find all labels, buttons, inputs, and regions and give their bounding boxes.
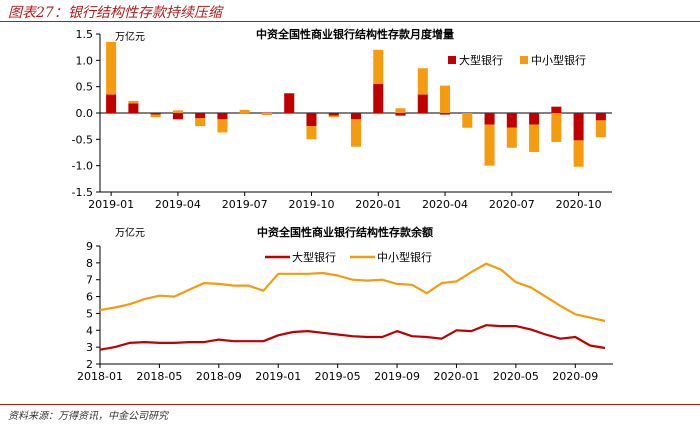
- chart1-x-tick-label: 2019-07: [222, 198, 268, 210]
- bar-small-mid-bank-2020-04: [440, 85, 451, 113]
- bar-large-bank-2019-04: [172, 113, 183, 120]
- source-rule: [0, 404, 700, 405]
- bar-large-bank-2020-11: [595, 113, 606, 121]
- chart1-y-tick-label: 0.5: [76, 81, 94, 94]
- bar-small-mid-bank-2019-08: [261, 113, 272, 116]
- line-small-mid-bank: [99, 262, 606, 323]
- chart1-x-tick-label: 2020-01: [355, 198, 401, 210]
- bar-large-bank-2019-06: [217, 113, 228, 120]
- bar-small-mid-bank-2019-02: [128, 100, 139, 104]
- chart1-ylabel: 万亿元: [115, 30, 145, 43]
- legend-label-small-mid-bank-2: 中小型银行: [377, 250, 432, 264]
- bar-small-mid-bank-2019-01: [106, 41, 117, 95]
- bar-large-bank-2019-08: [261, 112, 272, 113]
- legend-swatch-small-mid-bank: [520, 56, 528, 64]
- bar-large-bank-2020-09: [551, 106, 562, 113]
- bar-small-mid-bank-2019-07: [239, 109, 250, 113]
- bar-small-mid-bank-2020-08: [529, 124, 540, 152]
- chart2-y-tick-label: 6: [86, 291, 93, 304]
- chart2-x-tick-label: 2020-01: [433, 370, 479, 383]
- chart2-x-tick-label: 2020-09: [552, 370, 598, 383]
- bar-large-bank-2020-07: [506, 113, 517, 128]
- chart1-y-tick-label: 0.0: [76, 107, 94, 120]
- chart2-x-tick-label: 2019-05: [315, 370, 361, 383]
- bar-large-bank-2019-10: [306, 113, 317, 127]
- chart2-x-tick-label: 2018-01: [77, 370, 123, 383]
- chart2-title: 中资全国性商业银行结构性存款余额: [257, 225, 433, 239]
- bar-large-bank-2019-09: [284, 92, 295, 113]
- bar-large-bank-2020-01: [373, 84, 384, 113]
- legend-label-large-bank-2: 大型银行: [292, 250, 336, 264]
- chart2-x-tick-label: 2019-09: [374, 370, 420, 383]
- bar-small-mid-bank-2019-10: [306, 126, 317, 140]
- chart2-y-tick-label: 7: [86, 274, 93, 287]
- chart2-x-tick-label: 2020-05: [493, 370, 539, 383]
- monthly-increment-chart: 中资全国性商业银行结构性存款月度增量 万亿元 1.5 1.0 0.5 0.0 -0.5 -…: [72, 27, 612, 210]
- bar-large-bank-2019-12: [350, 113, 362, 120]
- chart1-x-tick-label: 2019-10: [288, 198, 334, 210]
- chart1-y-tick-label: -1.0: [72, 160, 93, 173]
- chart1-x-tick-label: 2020-04: [422, 198, 468, 210]
- bar-large-bank-2020-03: [417, 94, 428, 113]
- bar-large-bank-2020-02: [395, 113, 406, 116]
- chart1-y-tick-label: -0.5: [72, 133, 93, 146]
- chart2-y-tick-label: 9: [86, 240, 93, 253]
- bar-large-bank-2019-07: [239, 113, 250, 114]
- chart2-y-tick-label: 4: [86, 324, 93, 337]
- chart1-x-tick-label: 2019-04: [155, 198, 201, 210]
- balance-chart: 中资全国性商业银行结构性存款余额 万亿元 2 3 4 5 6 7 8 9 2018-01 2018…: [77, 225, 613, 383]
- bar-small-mid-bank-2020-06: [484, 124, 495, 166]
- chart1-title: 中资全国性商业银行结构性存款月度增量: [256, 27, 454, 41]
- bar-small-mid-bank-2019-09: [284, 92, 295, 94]
- bar-large-bank-2020-08: [529, 113, 540, 125]
- line-large-bank: [99, 324, 606, 351]
- bar-small-mid-bank-2020-05: [462, 113, 473, 128]
- chart2-legend: 大型银行 中小型银行: [265, 250, 432, 264]
- bar-small-mid-bank-2020-03: [417, 68, 428, 95]
- bar-small-mid-bank-2020-11: [595, 120, 606, 138]
- bar-small-mid-bank-2019-03: [150, 114, 161, 118]
- chart2-x-tick-label: 2018-05: [136, 370, 182, 383]
- chart2-x-tick-label: 2018-09: [196, 370, 242, 383]
- chart1-y-tick-label: 1.5: [76, 28, 94, 41]
- legend-label-small-mid-bank: 中小型银行: [531, 53, 586, 67]
- bar-small-mid-bank-2020-07: [506, 127, 517, 148]
- bar-small-mid-bank-2020-09: [551, 113, 562, 142]
- bar-small-mid-bank-2019-04: [172, 110, 183, 113]
- chart2-y-tick-label: 5: [86, 307, 93, 320]
- chart2-ylabel: 万亿元: [115, 226, 145, 239]
- bar-small-mid-bank-2019-11: [328, 115, 339, 118]
- chart1-y-tick-label: 1.0: [76, 54, 94, 67]
- bar-small-mid-bank-2019-06: [217, 119, 228, 133]
- bar-large-bank-2019-02: [128, 103, 139, 113]
- chart2-y-tick-label: 2: [86, 358, 93, 371]
- title-rule: [0, 21, 700, 22]
- bar-large-bank-2020-06: [484, 113, 495, 125]
- chart1-x-tick-label: 2020-07: [489, 198, 535, 210]
- bar-large-bank-2019-05: [195, 113, 206, 119]
- chart1-legend: 大型银行 中小型银行: [448, 53, 586, 67]
- legend-label-large-bank: 大型银行: [459, 53, 503, 67]
- bar-large-bank-2019-11: [328, 113, 339, 116]
- bar-small-mid-bank-2020-02: [395, 108, 406, 113]
- bar-small-mid-bank-2020-10: [573, 140, 584, 167]
- bar-small-mid-bank-2019-05: [195, 118, 206, 127]
- bar-large-bank-2020-10: [573, 113, 584, 141]
- figure-title: 图表27：银行结构性存款持续压缩: [8, 5, 222, 21]
- chart2-x-tick-label: 2019-01: [255, 370, 301, 383]
- chart1-x-tick-label: 2019-01: [88, 198, 134, 210]
- chart1-x-tick-label: 2020-10: [556, 198, 602, 210]
- bar-small-mid-bank-2019-12: [350, 119, 362, 147]
- chart1-y-tick-label: -1.5: [72, 186, 93, 199]
- bar-large-bank-2020-04: [440, 113, 451, 115]
- legend-swatch-large-bank: [448, 56, 456, 64]
- chart2-y-tick-label: 3: [86, 341, 93, 354]
- bar-large-bank-2019-01: [106, 94, 117, 113]
- bar-small-mid-bank-2020-01: [373, 49, 384, 85]
- source-note: 资料来源：万得资讯，中金公司研究: [8, 411, 168, 422]
- bar-large-bank-2019-03: [150, 113, 161, 115]
- chart2-y-tick-label: 8: [86, 257, 93, 270]
